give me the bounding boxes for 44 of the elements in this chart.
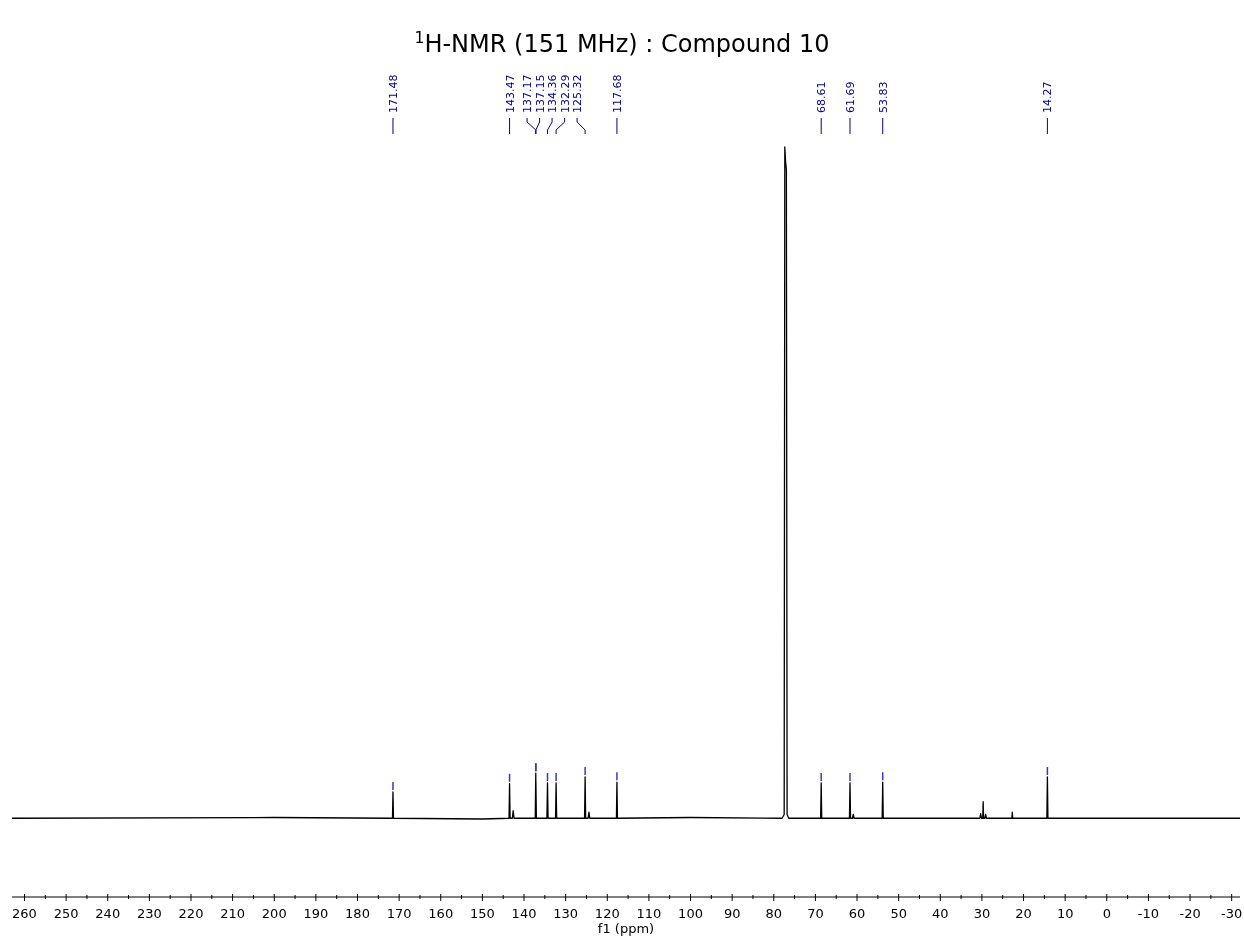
x-tick-label: 170: [386, 906, 412, 921]
x-tick-label: 210: [220, 906, 246, 921]
annotation: 53.83: [876, 81, 890, 113]
annotation: 134.36: [546, 74, 560, 113]
x-axis-title: f1 (ppm): [597, 921, 655, 936]
annotation: 143.47: [503, 74, 517, 113]
x-tick-label: 220: [178, 906, 204, 921]
x-tick-label: 130: [553, 906, 579, 921]
x-tick-label: 10: [1056, 906, 1074, 921]
annotation: 68.61: [815, 81, 829, 113]
x-tick-label: 150: [469, 906, 495, 921]
x-tick-label: 180: [345, 906, 370, 921]
x-tick-label: 50: [890, 906, 907, 921]
x-tick-label: 200: [261, 906, 287, 921]
x-tick-label: 20: [1015, 906, 1032, 921]
x-tick-label: 120: [594, 906, 620, 921]
x-tick-label: 260: [12, 906, 37, 921]
x-tick-label: 80: [765, 906, 783, 921]
annotation: 125.32: [571, 74, 585, 113]
x-tick-label: 70: [807, 906, 824, 921]
x-tick-label: 140: [511, 906, 537, 921]
annotation: 61.69: [844, 81, 857, 113]
x-tick-label: 0: [1102, 906, 1111, 921]
x-tick-label: 100: [678, 906, 703, 921]
x-tick-label: 30: [973, 906, 991, 921]
x-tick-label: 110: [636, 906, 662, 921]
x-tick-label: 230: [136, 906, 162, 921]
annotation: 117.68: [610, 74, 624, 113]
x-tick-label: 60: [848, 906, 866, 921]
annotation: 137.17: [521, 74, 535, 113]
annotation: 14.27: [1041, 81, 1055, 113]
annotation: 137.15: [533, 74, 547, 113]
x-tick-label: -20: [1179, 906, 1201, 921]
x-tick-label: 40: [932, 906, 949, 921]
x-tick-label: -10: [1137, 906, 1160, 921]
annotation: 132.29: [558, 74, 572, 113]
chart-title: $^{1}$H-NMR (151 MHz) : Compound 10: [414, 29, 830, 58]
x-tick-label: 240: [95, 906, 121, 921]
x-tick-label: -30: [1221, 906, 1243, 921]
x-tick-label: 90: [723, 906, 741, 921]
x-tick-label: 250: [53, 906, 79, 921]
annotation: 171.48: [386, 74, 400, 113]
x-tick-label: 190: [303, 906, 329, 921]
x-tick-label: 160: [428, 906, 454, 921]
